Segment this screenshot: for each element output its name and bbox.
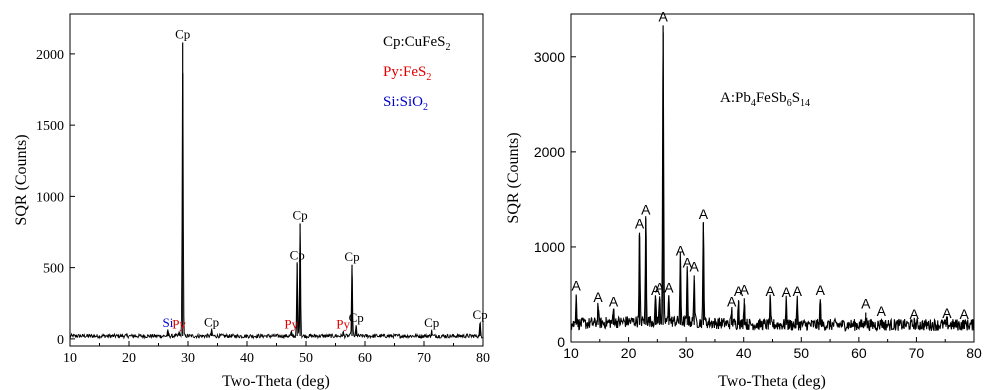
right-peak-label-15: A: [740, 281, 750, 297]
left-peak-label-8: Py: [172, 316, 186, 331]
right-peak-label-5: A: [651, 282, 661, 298]
right-peak-label-0: A: [572, 277, 582, 293]
left-x-tick-label-1: 20: [122, 351, 136, 366]
left-peak-label-1: Cp: [290, 247, 305, 262]
right-peak-label-14: A: [734, 283, 744, 299]
left-y-axis-label: SQR (Counts): [13, 134, 30, 225]
left-x-tick-label-6: 70: [417, 351, 431, 366]
left-peak-label-7: Cp: [472, 307, 487, 322]
left-y-tick-label-3: 1500: [36, 119, 64, 134]
left-legend-item-0: Cp:CuFeS2: [383, 34, 451, 53]
left-peak-label-2: Cp: [293, 207, 308, 222]
left-xrd-trace: [69, 72, 483, 340]
right-axis-ticks: 10 20 30 40 50 60 70 80 0 1000 2000 3000: [534, 49, 982, 361]
left-trace-group: [69, 72, 483, 340]
right-peak-label-20: A: [861, 296, 871, 312]
left-axis-ticks: 10 20 30 40 50 60 70 80 0 500 1000 1500 2000: [36, 48, 490, 366]
right-peak-label-10: A: [683, 255, 693, 271]
right-peak-label-18: A: [793, 283, 803, 299]
right-peak-label-12: A: [699, 206, 709, 222]
right-x-tick-label-7: 80: [966, 345, 982, 361]
right-peak-label-21: A: [877, 303, 887, 319]
right-legend: A:Pb4FeSb6S14: [720, 90, 810, 109]
right-peak-label-7: A: [658, 8, 668, 24]
right-x-tick-label-2: 30: [678, 345, 694, 361]
left-x-tick-label-7: 80: [476, 351, 490, 366]
left-peak-label-4: Cp: [349, 310, 364, 325]
right-peak-label-8: A: [664, 279, 674, 295]
left-x-tick-label-4: 50: [299, 351, 313, 366]
left-x-tick-label-2: 30: [181, 351, 195, 366]
left-y-tick-label-4: 2000: [36, 48, 64, 63]
right-peak-label-22: A: [909, 306, 919, 322]
right-peak-label-11: A: [690, 258, 700, 274]
right-peak-label-9: A: [676, 242, 686, 258]
right-y-axis-label: SQR (Counts): [505, 132, 522, 223]
right-peak-label-23: A: [942, 305, 952, 321]
right-peak-label-3: A: [635, 216, 645, 232]
right-x-tick-label-4: 50: [793, 345, 809, 361]
right-x-tick-label-1: 20: [621, 345, 637, 361]
left-legend-item-1: Py:FeS2: [383, 64, 431, 83]
left-x-axis-label: Two-Theta (deg): [222, 373, 330, 390]
right-peak-label-2: A: [609, 294, 619, 310]
right-x-tick-label-3: 40: [736, 345, 752, 361]
right-peak-label-1: A: [593, 289, 603, 305]
right-peak-label-13: A: [727, 294, 737, 310]
right-peak-label-16: A: [766, 283, 776, 299]
left-peak-label-5: Cp: [204, 314, 219, 329]
left-legend-item-2: Si:SiO2: [383, 94, 428, 113]
right-y-tick-label-1: 1000: [534, 239, 565, 255]
right-peak-label-4: A: [641, 201, 651, 217]
left-x-tick-label-5: 60: [358, 351, 372, 366]
left-peak-label-10: Py: [336, 316, 350, 331]
right-y-tick-label-2: 2000: [534, 144, 565, 160]
left-x-tick-label-3: 40: [240, 351, 254, 366]
left-y-tick-label-0: 0: [57, 333, 64, 348]
left-peak-label-6: Cp: [424, 315, 439, 330]
left-peak-label-3: Cp: [344, 249, 359, 264]
right-x-axis-label: Two-Theta (deg): [718, 373, 826, 390]
right-x-tick-label-6: 70: [909, 345, 925, 361]
left-x-tick-label-0: 10: [63, 351, 77, 366]
right-x-tick-label-5: 60: [851, 345, 867, 361]
right-x-tick-label-0: 10: [563, 345, 579, 361]
right-y-tick-label-0: 0: [557, 334, 565, 350]
left-y-tick-label-1: 500: [43, 262, 64, 277]
left-peak-label-9: Py: [284, 316, 298, 331]
right-xrd-trace: [570, 32, 975, 332]
left-y-tick-label-2: 1000: [36, 190, 64, 205]
right-peak-label-24: A: [960, 306, 970, 322]
right-peak-label-17: A: [782, 284, 792, 300]
right-legend-item-0: A:Pb4FeSb6S14: [720, 90, 810, 109]
left-peak-label-0: Cp: [175, 26, 190, 41]
right-peak-label-6: A: [655, 279, 665, 295]
left-legend: Cp:CuFeS2 Py:FeS2 Si:SiO2: [383, 34, 451, 113]
right-y-tick-label-3: 3000: [534, 49, 565, 65]
right-trace-group: [570, 32, 975, 332]
left-peak-label-11: Si: [163, 315, 174, 330]
right-peak-label-19: A: [816, 282, 826, 298]
